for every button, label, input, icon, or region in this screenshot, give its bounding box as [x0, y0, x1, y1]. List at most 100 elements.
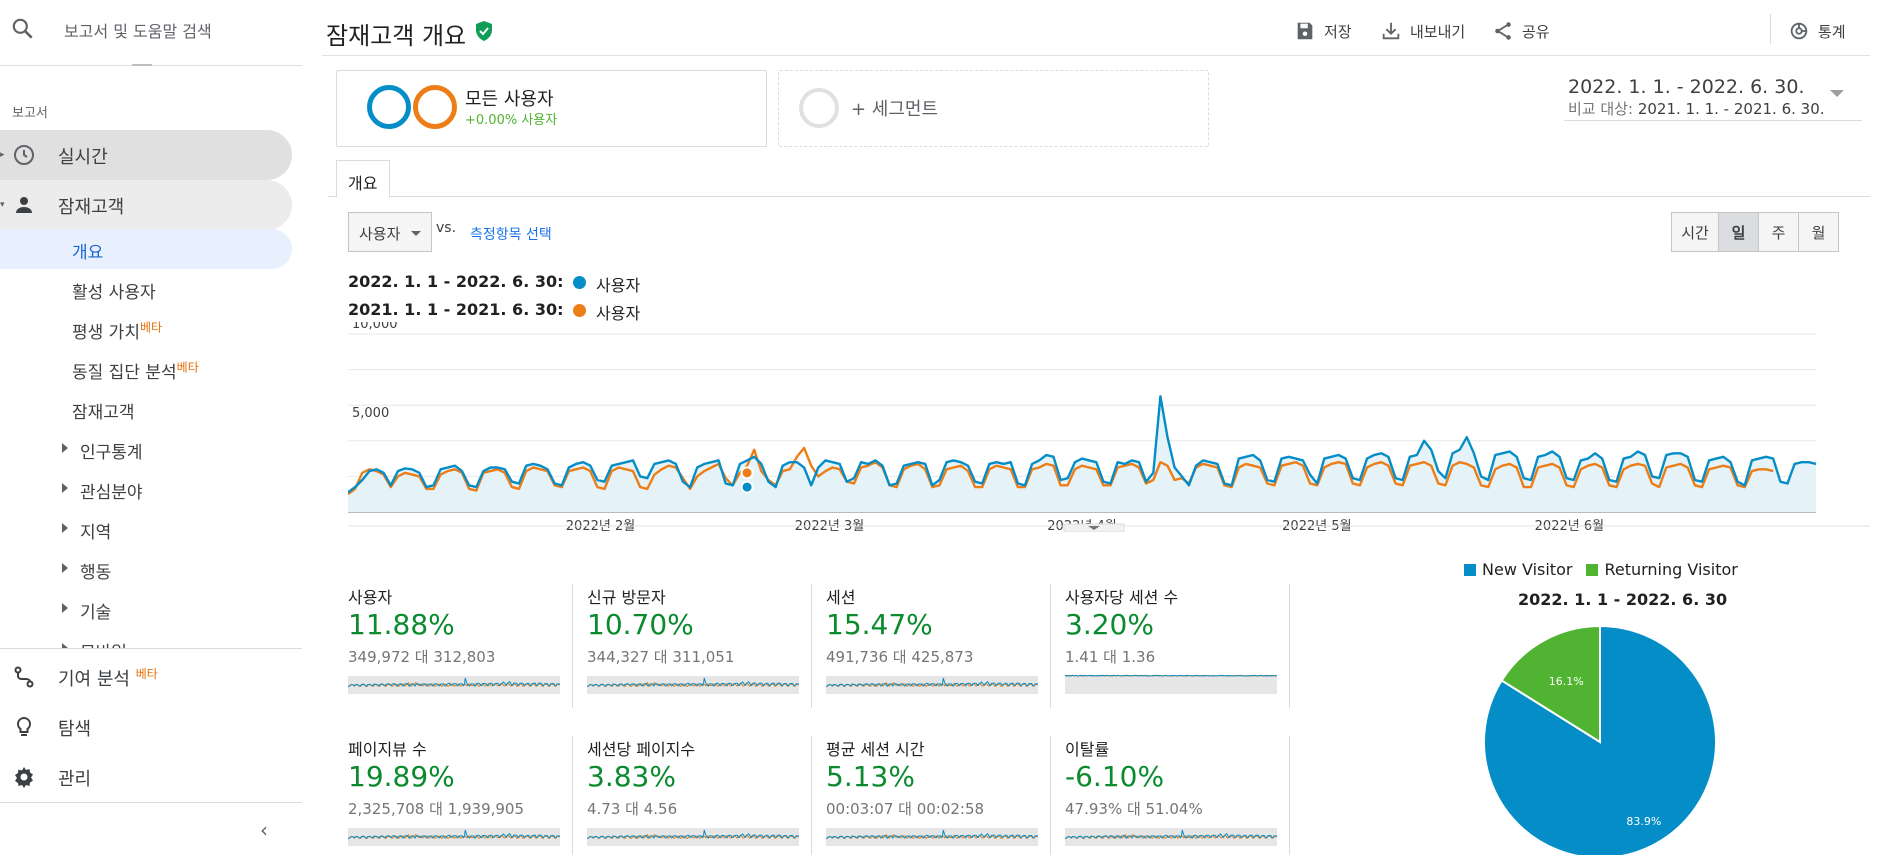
collapse-sidebar-icon[interactable]: ‹	[260, 818, 268, 842]
pie-slice-returning-visitor[interactable]	[1500, 624, 1601, 744]
expand-arrow-icon: ▾	[0, 200, 5, 210]
metric-sparkline	[587, 676, 799, 694]
sidebar-item-realtime[interactable]: ▸ 실시간	[0, 130, 292, 180]
sidebar-item-geo[interactable]: 지역	[0, 509, 292, 549]
metric-separator	[811, 584, 812, 708]
pie-slice-label: 16.1%	[1549, 675, 1584, 688]
sidebar-subitem-cohort[interactable]: 동질 집단 분석베타	[0, 349, 292, 389]
tab-overview[interactable]: 개요	[336, 160, 390, 198]
granularity-week[interactable]: 주	[1758, 213, 1798, 251]
sidebar-subitem-audiences[interactable]: 잠재고객	[0, 389, 292, 429]
metric-tile[interactable]: 이탈률 -6.10% 47.93% 대 51.04%	[1063, 736, 1299, 855]
sidebar-item-technology[interactable]: 기술	[0, 589, 292, 629]
metric-label: 사용자당 세션 수	[1065, 588, 1179, 607]
select-metric-link[interactable]: 측정항목 선택	[470, 227, 552, 243]
search-bar[interactable]: 보고서 및 도움말 검색	[0, 0, 302, 66]
toolbar-divider	[1770, 14, 1771, 44]
metric-label: 세션	[826, 588, 856, 607]
sidebar-subitem-label: 활성 사용자	[72, 283, 156, 303]
metric-selector[interactable]: 사용자	[348, 212, 432, 252]
sidebar-item-admin[interactable]: 관리	[0, 752, 292, 802]
sidebar-item-behavior[interactable]: 행동	[0, 549, 292, 589]
sparkline-current	[587, 677, 799, 688]
sparkline-bg	[587, 676, 799, 694]
granularity-day[interactable]: 일	[1718, 213, 1758, 251]
export-button[interactable]: 내보내기	[1380, 20, 1465, 42]
date-range-main[interactable]: 2022. 1. 1. - 2022. 6. 30.	[1568, 76, 1805, 98]
hover-marker[interactable]	[740, 480, 754, 494]
metric-tile[interactable]: 사용자 11.88% 349,972 대 312,803	[346, 584, 582, 714]
metric-label: 이탈률	[1065, 740, 1110, 759]
page-title: 잠재고객 개요	[326, 22, 467, 50]
metric-change-pct: 11.88%	[348, 608, 455, 641]
sidebar-subitem-label: 개요	[72, 243, 104, 263]
sidebar-item-attribution[interactable]: 기여 분석 베타	[0, 652, 292, 702]
date-range-compare[interactable]: 비교 대상: 2021. 1. 1. - 2021. 6. 30.	[1568, 100, 1825, 118]
sidebar-item-demographics[interactable]: 인구통계	[0, 429, 292, 469]
sidebar-subitem-overview[interactable]: 개요	[0, 229, 292, 269]
hover-marker[interactable]	[740, 466, 754, 480]
pie-slice-new-visitor[interactable]	[1483, 624, 1717, 855]
series-line-current[interactable]	[348, 395, 1817, 494]
sidebar-subitem-label: 동질 집단 분석베타	[72, 360, 199, 383]
metric-tile[interactable]: 신규 방문자 10.70% 344,327 대 311,051	[585, 584, 821, 714]
y-tick-label: 5,000	[352, 406, 389, 421]
sidebar-subitem-active-users[interactable]: 활성 사용자	[0, 269, 292, 309]
person-icon	[16, 197, 32, 213]
empty-segment-circle-icon	[799, 88, 839, 128]
add-segment-button[interactable]: + 세그먼트	[778, 70, 1209, 147]
sparkline-bg	[826, 828, 1038, 846]
sidebar-subitem-label: 관심분야	[80, 483, 143, 503]
scroll-hint	[132, 64, 152, 68]
save-button[interactable]: 저장	[1294, 20, 1352, 42]
sidebar-subitem-label: 잠재고객	[72, 403, 135, 423]
save-icon	[1297, 22, 1313, 40]
metric-separator	[1050, 736, 1051, 855]
vs-label: vs.	[436, 220, 457, 236]
metric-separator	[1289, 584, 1290, 708]
metric-separator	[1289, 736, 1290, 855]
metric-values: 2,325,708 대 1,939,905	[348, 800, 525, 818]
metric-values: 344,327 대 311,051	[587, 648, 735, 666]
collapse-arrow-icon: ▸	[0, 150, 5, 160]
pie-legend-new[interactable]: New Visitor	[1464, 560, 1572, 579]
sidebar-subitem-lifetime-value[interactable]: 평생 가치베타	[0, 309, 292, 349]
metric-change-pct: -6.10%	[1065, 760, 1165, 793]
segment-all-users[interactable]: 모든 사용자 +0.00% 사용자	[336, 70, 767, 147]
legend-dot-previous	[573, 304, 586, 317]
insights-icon	[1790, 22, 1808, 40]
granularity-hour[interactable]: 시간	[1672, 213, 1718, 251]
granularity-month[interactable]: 월	[1798, 213, 1838, 251]
sparkline-bg	[1065, 676, 1277, 694]
metric-values: 491,736 대 425,873	[826, 648, 974, 666]
sparkline-current	[348, 677, 560, 688]
date-dropdown-icon[interactable]	[1830, 90, 1844, 97]
legend-dot-current	[573, 276, 586, 289]
beta-badge: 베타	[135, 667, 158, 681]
metric-tile[interactable]: 평균 세션 시간 5.13% 00:03:07 대 00:02:58	[824, 736, 1060, 855]
expand-triangle-icon	[62, 443, 68, 453]
metric-tile[interactable]: 페이지뷰 수 19.89% 2,325,708 대 1,939,905	[346, 736, 582, 855]
metric-tile[interactable]: 세션 15.47% 491,736 대 425,873	[824, 584, 1060, 714]
legend-swatch-icon	[1464, 564, 1476, 576]
pie-legend-returning[interactable]: Returning Visitor	[1586, 560, 1738, 579]
visitor-pie-chart[interactable]: 83.9% 16.1%	[1482, 616, 1742, 855]
metric-tile[interactable]: 세션당 페이지수 3.83% 4.73 대 4.56	[585, 736, 821, 855]
series-line-previous[interactable]	[348, 446, 1774, 496]
metric-label: 페이지뷰 수	[348, 740, 427, 759]
metric-label: 사용자	[348, 588, 393, 607]
sidebar-item-audience[interactable]: ▾ 잠재고객	[0, 180, 292, 230]
search-input[interactable]: 보고서 및 도움말 검색	[64, 22, 212, 41]
sidebar-item-mobile[interactable]: 모바일	[0, 629, 292, 649]
metric-tile[interactable]: 사용자당 세션 수 3.20% 1.41 대 1.36	[1063, 584, 1299, 714]
sparkline-current	[1065, 829, 1277, 840]
sidebar-item-discover[interactable]: 탐색	[0, 702, 292, 752]
share-button[interactable]: 공유	[1492, 20, 1550, 42]
chevron-down-icon	[1088, 526, 1100, 530]
insights-button[interactable]: 통계	[1788, 20, 1846, 42]
y-tick-label: 10,000	[352, 322, 398, 332]
download-icon	[1382, 22, 1400, 40]
sidebar-item-interests[interactable]: 관심분야	[0, 469, 292, 509]
